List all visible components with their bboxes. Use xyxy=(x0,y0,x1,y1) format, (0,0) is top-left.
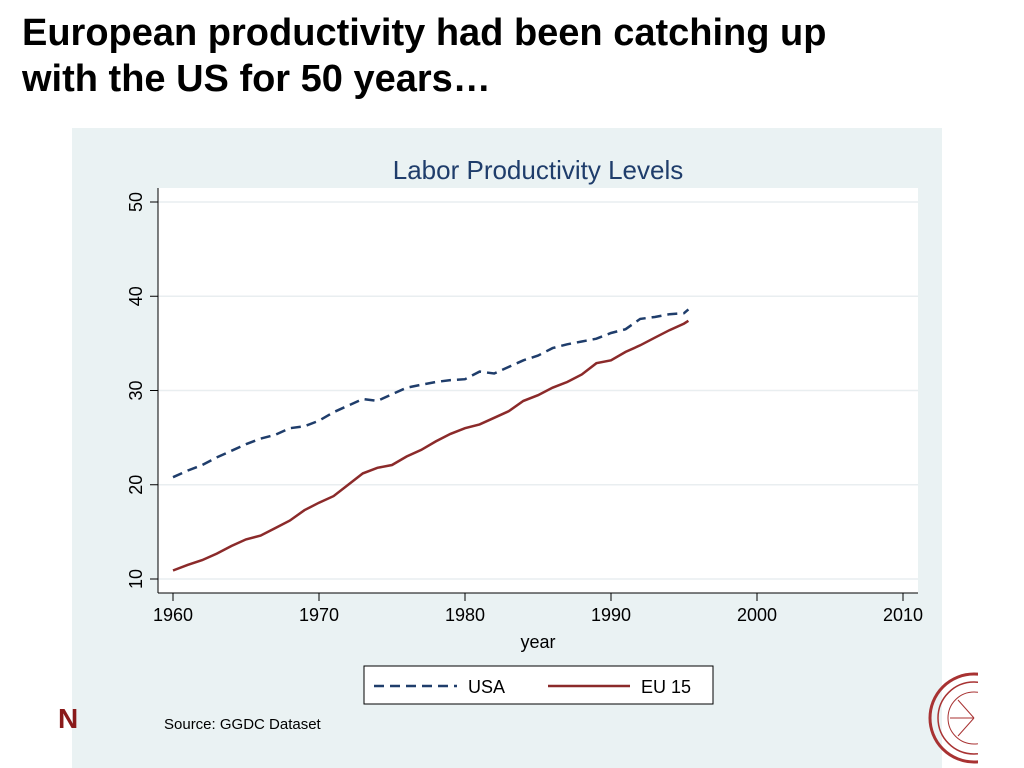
series-line-eu-15 xyxy=(172,319,690,572)
y-tick-label-40: 40 xyxy=(126,286,146,306)
y-axis-ticks: 10 20 30 40 50 xyxy=(126,192,158,589)
series-line-usa xyxy=(172,308,690,479)
y-tick-label-50: 50 xyxy=(126,192,146,212)
slide-title-line-2: with the US for 50 years… xyxy=(22,58,491,100)
x-tick-label-1980: 1980 xyxy=(445,605,485,625)
x-tick-label-1960: 1960 xyxy=(153,605,193,625)
x-tick-label-2000: 2000 xyxy=(737,605,777,625)
source-note: Source: GGDC Dataset xyxy=(164,716,321,733)
x-tick-label-2010: 2010 xyxy=(883,605,923,625)
x-tick-label-1990: 1990 xyxy=(591,605,631,625)
y-tick-label-30: 30 xyxy=(126,380,146,400)
chart-title: Labor Productivity Levels xyxy=(393,155,683,185)
y-tick-label-20: 20 xyxy=(126,475,146,495)
slide-title: European productivity had been catching … xyxy=(22,10,982,102)
legend-label-eu15: EU 15 xyxy=(641,677,691,697)
series-lines xyxy=(172,308,690,572)
gridlines xyxy=(158,201,918,580)
university-seal-icon xyxy=(928,672,978,764)
slide-title-line-1: European productivity had been catching … xyxy=(22,12,827,54)
legend-label-usa: USA xyxy=(468,677,505,697)
logo-letter: N xyxy=(58,703,79,734)
x-axis-title: year xyxy=(520,632,555,652)
x-axis-ticks: 1960 1970 1980 1990 2000 2010 xyxy=(153,593,923,625)
y-tick-label-10: 10 xyxy=(126,569,146,589)
legend: USA EU 15 xyxy=(363,665,714,705)
labor-productivity-chart: Labor Productivity Levels 10 20 30 40 50 196… xyxy=(126,155,923,705)
chart-panel: Labor Productivity Levels 10 20 30 40 50 196… xyxy=(72,128,942,768)
x-tick-label-1970: 1970 xyxy=(299,605,339,625)
